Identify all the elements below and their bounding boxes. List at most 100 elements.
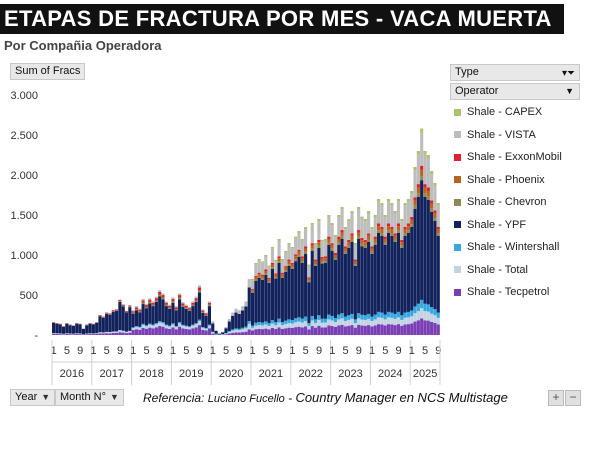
x-month-tick-label: 1 xyxy=(170,345,176,357)
bar-segment-chevron xyxy=(290,267,294,269)
bar-segment-capex xyxy=(363,219,367,222)
bar-segment-tecpetrol xyxy=(187,329,192,335)
month-field-label: Month N° xyxy=(60,391,106,403)
bar-segment-ypf xyxy=(61,326,66,334)
bar-segment-exxonmobil xyxy=(430,200,434,204)
bar-segment-chevron xyxy=(121,305,125,307)
collapse-button[interactable]: − xyxy=(565,390,581,406)
bar-segment-chevron xyxy=(158,294,162,297)
bar-segment-phoenix xyxy=(347,242,351,246)
x-year-label: 2023 xyxy=(338,368,362,380)
bar-segment-chevron xyxy=(343,251,347,254)
bar-segment-chevron xyxy=(131,312,135,314)
bar-segment-phoenix xyxy=(400,242,404,246)
bar-segment-exxonmobil xyxy=(426,187,430,191)
bar-segment-exxonmobil xyxy=(141,300,145,303)
bar-segment-vista xyxy=(304,229,308,247)
legend-item-total[interactable]: Shale - Total xyxy=(450,259,578,282)
bar-segment-ypf xyxy=(231,315,235,330)
bar-segment-wintershall xyxy=(310,315,314,321)
bar-segment-tecpetrol xyxy=(148,327,152,335)
bar-segment-wintershall xyxy=(280,322,284,326)
chevron-down-icon[interactable]: ▼ xyxy=(565,86,574,96)
reference-prefix: Referencia: xyxy=(143,391,208,405)
bar-segment-capex xyxy=(413,167,417,171)
bar-segment-ypf xyxy=(138,312,142,327)
bar-segment-ypf xyxy=(154,301,158,324)
bar-segment-ypf xyxy=(187,310,192,327)
bar-segment-exxonmobil xyxy=(413,197,417,201)
bar-segment-chevron xyxy=(118,300,122,302)
bar-segment-vista xyxy=(164,301,168,303)
bar-segment-wintershall xyxy=(197,319,202,322)
bar-segment-chevron xyxy=(151,304,155,307)
bar-segment-wintershall xyxy=(138,326,142,328)
bar-segment-wintershall xyxy=(181,324,185,326)
bar-segment-total xyxy=(287,323,291,328)
bar-segment-capex xyxy=(426,155,430,159)
legend-item-vista[interactable]: Shale - VISTA xyxy=(450,124,578,147)
bar-segment-vista xyxy=(396,201,401,224)
bar-segment-wintershall xyxy=(347,315,351,320)
bar-segment-wintershall xyxy=(254,322,258,326)
legend-item-tecpetrol[interactable]: Shale - Tecpetrol xyxy=(450,281,578,304)
bar-segment-ypf xyxy=(118,301,122,331)
bar-segment-chevron xyxy=(436,233,440,236)
bar-segment-vista xyxy=(148,298,152,300)
bar-segment-chevron xyxy=(287,264,291,266)
legend-item-chevron[interactable]: Shale - Chevron xyxy=(450,191,578,214)
bar-segment-tecpetrol xyxy=(151,328,155,335)
bar-segment-total xyxy=(231,330,235,333)
legend-item-ypf[interactable]: Shale - YPF xyxy=(450,214,578,237)
bar-segment-vista xyxy=(416,154,420,185)
bar-segment-tecpetrol xyxy=(393,325,397,335)
bar-segment-exxonmobil xyxy=(128,305,132,307)
legend-item-phoenix[interactable]: Shale - Phoenix xyxy=(450,169,578,192)
bar-segment-chevron xyxy=(327,242,331,245)
x-month-tick-label: 9 xyxy=(77,345,83,357)
x-month-tick-label: 9 xyxy=(356,345,362,357)
bar-segment-vista xyxy=(340,209,344,231)
bar-segment-tecpetrol xyxy=(75,334,79,335)
bar-segment-tecpetrol xyxy=(413,321,417,335)
bar-segment-wintershall xyxy=(154,323,158,325)
bar-segment-total xyxy=(430,313,434,322)
bar-segment-wintershall xyxy=(357,313,361,319)
bar-segment-wintershall xyxy=(151,324,155,326)
sum-of-fracs-field-button[interactable]: Sum of Fracs xyxy=(10,63,86,80)
bar-segment-ypf xyxy=(357,239,361,314)
type-field-button[interactable]: Type ▾⏷ xyxy=(450,64,580,81)
bar-segment-total xyxy=(383,319,387,326)
bar-segment-chevron xyxy=(134,309,139,311)
bar-segment-vista xyxy=(174,306,178,308)
bar-segment-chevron xyxy=(284,270,288,272)
operator-field-button[interactable]: Operator ▼ xyxy=(450,83,580,100)
legend-swatch-tecpetrol xyxy=(454,288,461,296)
bar-segment-exxonmobil xyxy=(194,298,198,301)
bar-segment-tecpetrol xyxy=(101,333,105,335)
bar-segment-wintershall xyxy=(430,307,434,314)
filter-icon[interactable]: ▾⏷ xyxy=(561,68,575,79)
bar-segment-total xyxy=(396,317,401,325)
bar-segment-ypf xyxy=(108,314,112,332)
bar-segment-vista xyxy=(363,221,367,240)
bar-segment-tecpetrol xyxy=(343,326,347,335)
legend-item-exxonmobil[interactable]: Shale - ExxonMobil xyxy=(450,146,578,169)
month-field-button[interactable]: Month N° ▼ xyxy=(55,389,124,406)
expand-button[interactable]: + xyxy=(548,390,564,406)
bar-segment-tecpetrol xyxy=(406,324,410,335)
bar-segment-ypf xyxy=(433,221,437,310)
legend-item-wintershall[interactable]: Shale - Wintershall xyxy=(450,236,578,259)
bar-segment-vista xyxy=(436,205,440,227)
bar-segment-vista xyxy=(297,233,301,250)
bar-segment-vista xyxy=(277,240,281,257)
bar-segment-vista xyxy=(141,299,145,301)
bar-segment-wintershall xyxy=(337,314,341,320)
bar-segment-exxonmobil xyxy=(390,226,394,230)
legend-item-capex[interactable]: Shale - CAPEX xyxy=(450,101,578,124)
bar-segment-ypf xyxy=(214,330,218,334)
bar-segment-ypf xyxy=(164,306,168,325)
bar-segment-ypf xyxy=(217,333,221,335)
year-field-button[interactable]: Year ▼ xyxy=(10,389,56,406)
bar-segment-ypf xyxy=(274,278,278,323)
